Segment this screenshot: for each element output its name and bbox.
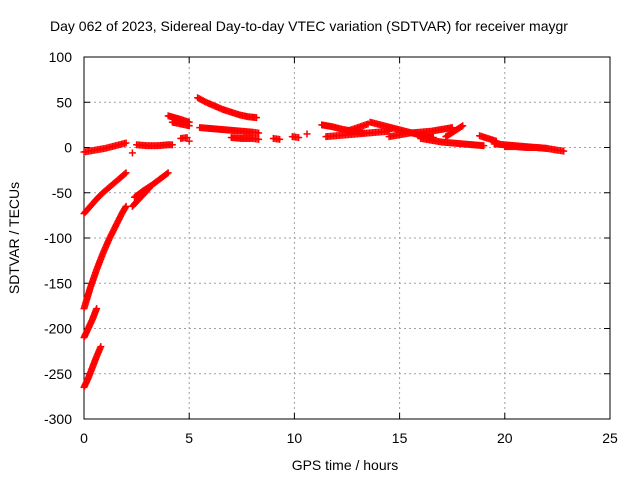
y-tick-label: -200 (44, 321, 72, 337)
x-tick-label: 5 (185, 430, 193, 446)
y-tick-label: -250 (44, 366, 72, 382)
data-point (276, 135, 284, 143)
axis-ticks (83, 56, 611, 420)
y-tick-label: -300 (44, 411, 72, 427)
y-tick-label: 100 (49, 49, 73, 65)
data-point (295, 134, 303, 142)
data-point (168, 141, 176, 149)
data-point (122, 202, 130, 210)
plot-frame (83, 56, 611, 420)
data-point (93, 305, 101, 313)
data-point (253, 114, 261, 122)
data-point (164, 169, 172, 177)
y-tick-label: 0 (64, 140, 72, 156)
data-point (122, 169, 130, 177)
data-point (480, 142, 488, 150)
data-point (183, 134, 191, 142)
x-tick-label: 0 (80, 430, 88, 446)
data-point (185, 137, 193, 145)
data-point (303, 130, 311, 138)
data-point (163, 170, 171, 178)
x-tick-label: 25 (602, 430, 618, 446)
data-point (121, 170, 129, 178)
y-tick-label: -150 (44, 275, 72, 291)
data-point (255, 135, 263, 143)
x-tick-label: 20 (497, 430, 513, 446)
x-tick-label: 15 (392, 430, 408, 446)
data-point (459, 122, 467, 130)
data-point (560, 147, 568, 155)
x-tick-label: 10 (287, 430, 303, 446)
x-axis-label: GPS time / hours (292, 457, 399, 473)
data-point (122, 139, 130, 147)
data-point (458, 123, 466, 131)
data-point (543, 144, 551, 152)
data-point (97, 343, 105, 351)
data-point (128, 149, 136, 157)
y-axis-label: SDTVAR / TECUs (6, 182, 22, 294)
y-tick-label: 50 (56, 94, 72, 110)
grid-lines (84, 57, 610, 419)
data-point (185, 122, 193, 130)
tick-labels: 0 5 10 15 20 25 -300 -250 -200 -150 -100 -50 0 50 100 (44, 49, 618, 446)
y-tick-label: -100 (44, 230, 72, 246)
data-points (80, 94, 568, 391)
y-tick-label: -50 (52, 185, 72, 201)
data-point (255, 129, 263, 137)
chart-title: Day 062 of 2023, Sidereal Day-to-day VTE… (50, 18, 568, 34)
